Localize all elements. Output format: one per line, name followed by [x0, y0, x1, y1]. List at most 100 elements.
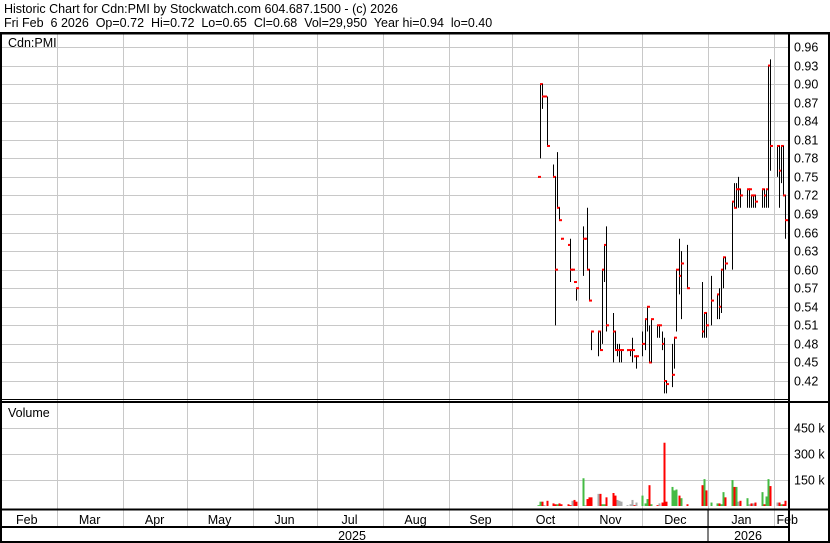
volume-bar [631, 499, 634, 506]
month-label: Nov [599, 513, 622, 527]
close-tick [711, 299, 714, 302]
volume-bar [761, 492, 764, 506]
price-bars [538, 59, 788, 394]
close-tick [779, 169, 782, 172]
close-tick [749, 188, 752, 191]
close-tick [785, 219, 788, 222]
volume-bar [539, 501, 542, 506]
volume-bar [748, 504, 751, 506]
month-label: Aug [404, 513, 426, 527]
volume-bar [778, 502, 781, 506]
close-tick [570, 268, 573, 271]
volume-label: Volume [8, 406, 50, 420]
close-tick [704, 311, 707, 314]
close-tick [674, 336, 677, 339]
quote-summary: Fri Feb 6 2026 Op=0.72 Hi=0.72 Lo=0.65 C… [4, 16, 493, 30]
volume-bar [782, 504, 785, 506]
volume-bar [754, 502, 757, 506]
close-tick [681, 262, 684, 265]
close-tick [723, 256, 726, 259]
close-tick [572, 268, 575, 271]
volume-bar [599, 493, 602, 506]
volume-bar [737, 501, 740, 506]
close-tick [783, 194, 786, 197]
price-tick-label: 0.93 [794, 60, 818, 74]
close-tick [717, 293, 720, 296]
year-label-2025: 2025 [338, 529, 366, 543]
price-tick-label: 0.57 [794, 282, 818, 296]
close-tick [583, 237, 586, 240]
year-label-2026: 2026 [734, 529, 762, 543]
close-tick [542, 95, 545, 98]
price-tick-label: 0.96 [794, 41, 818, 55]
close-tick [642, 342, 645, 345]
close-tick [777, 144, 780, 147]
volume-bar [541, 501, 544, 506]
volume-bar [780, 504, 783, 506]
close-tick [702, 330, 705, 333]
volume-bar [567, 504, 570, 506]
volume-bar [665, 501, 668, 506]
close-tick [613, 330, 616, 333]
volume-bar [765, 496, 768, 506]
volume-bar [656, 505, 659, 506]
close-tick [617, 349, 620, 352]
price-tick-label: 0.90 [794, 78, 818, 92]
close-tick [598, 330, 601, 333]
volume-bar [763, 504, 766, 506]
close-tick [657, 324, 660, 327]
price-tick-label: 0.87 [794, 97, 818, 111]
volume-bar [620, 501, 623, 506]
close-tick [568, 243, 571, 246]
volume-bar [571, 500, 574, 506]
close-tick [561, 237, 564, 240]
volume-bar [597, 493, 600, 506]
volume-bar [680, 498, 683, 506]
close-tick [721, 268, 724, 271]
close-tick [764, 194, 767, 197]
close-tick [636, 355, 639, 358]
volume-bar [720, 504, 723, 506]
volume-bar [673, 490, 676, 506]
volume-bar [650, 504, 653, 506]
month-label: Feb [16, 513, 38, 527]
volume-bars [537, 442, 787, 506]
volume-bar [590, 497, 593, 506]
volume-bar [614, 495, 617, 506]
price-tick-label: 0.72 [794, 189, 818, 203]
volume-bar [686, 504, 689, 506]
close-tick [736, 188, 739, 191]
close-tick [676, 268, 679, 271]
volume-bar [750, 503, 753, 506]
close-tick [619, 349, 622, 352]
volume-bar [724, 497, 727, 506]
month-label: Mar [79, 513, 101, 527]
month-label: Jul [342, 513, 358, 527]
close-tick [751, 194, 754, 197]
volume-bar [633, 505, 636, 506]
close-tick [604, 243, 607, 246]
volume-bar [603, 504, 606, 506]
volume-bar [560, 504, 563, 506]
price-tick-label: 0.81 [794, 134, 818, 148]
volume-bar [582, 478, 585, 506]
price-tick-label: 0.75 [794, 171, 818, 185]
close-tick [555, 268, 558, 271]
volume-bar [722, 492, 725, 506]
volume-bar [701, 485, 704, 506]
price-tick-label: 0.60 [794, 264, 818, 278]
volume-bar [735, 486, 738, 506]
volume-bar [556, 504, 559, 506]
volume-bar [739, 500, 742, 506]
volume-bar [703, 479, 706, 506]
month-label: Apr [145, 513, 164, 527]
price-tick-label: 0.69 [794, 208, 818, 222]
price-tick-label: 0.63 [794, 245, 818, 259]
close-tick [755, 200, 758, 203]
price-tick-label: 0.45 [794, 356, 818, 370]
close-tick [662, 342, 665, 345]
volume-bar [573, 499, 576, 506]
volume-bar [618, 500, 621, 506]
volume-bar [731, 480, 734, 506]
close-tick [634, 355, 637, 358]
